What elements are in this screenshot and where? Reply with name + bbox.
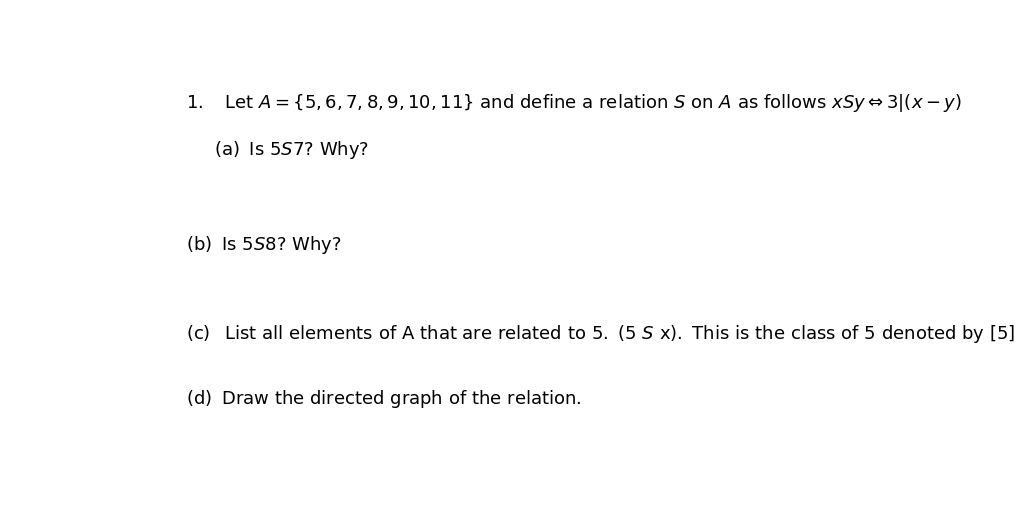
Text: $\mathrm{(c)\;\;\; List\ all\ elements\ of\ A\ that\ are\ related\ to\ 5.\ (5\ }: $\mathrm{(c)\;\;\; List\ all\ elements\ … xyxy=(186,323,1016,345)
Text: $\mathrm{(a)\;\; Is\ 5}\mathit{S}\mathrm{7?\ Why?}$: $\mathrm{(a)\;\; Is\ 5}\mathit{S}\mathrm… xyxy=(213,140,369,162)
Text: $\mathrm{(d)\;\; Draw\ the\ directed\ graph\ of\ the\ relation.}$: $\mathrm{(d)\;\; Draw\ the\ directed\ gr… xyxy=(186,388,581,410)
Text: $\mathrm{(b)\;\; Is\ 5}\mathit{S}\mathrm{8?\ Why?}$: $\mathrm{(b)\;\; Is\ 5}\mathit{S}\mathrm… xyxy=(186,234,341,256)
Text: $1.\quad\mathrm{Let}\ \mathit{A}=\{5,6,7,8,9,10,11\}\ \mathrm{and\ define\ a\ re: $1.\quad\mathrm{Let}\ \mathit{A}=\{5,6,7… xyxy=(186,92,962,114)
